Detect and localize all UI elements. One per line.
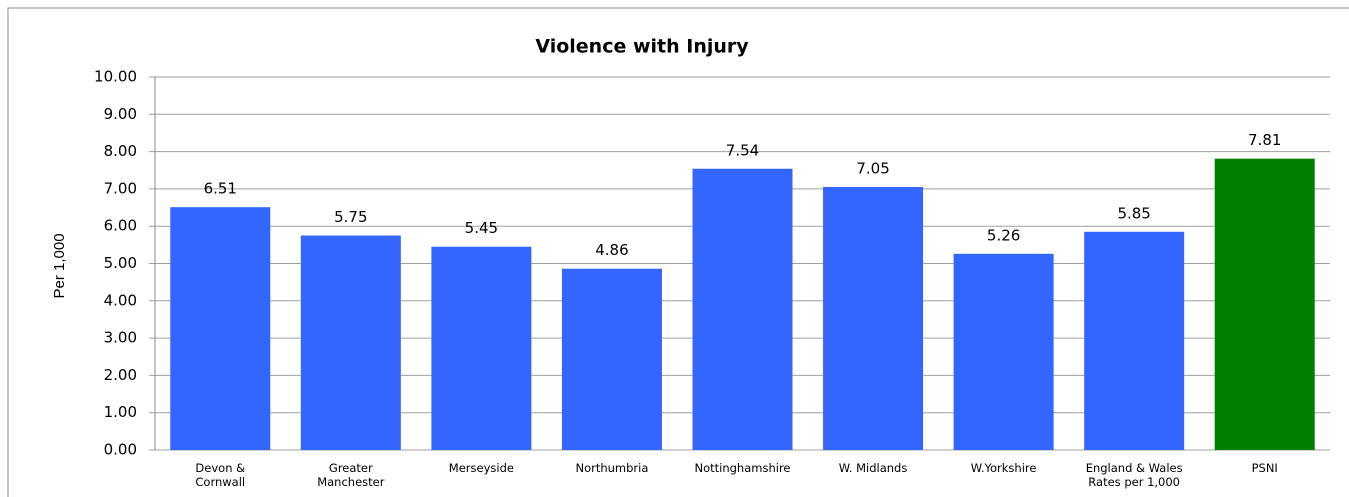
data-label: 5.85 xyxy=(1117,204,1150,222)
data-label: 7.81 xyxy=(1248,131,1281,149)
y-tick-label: 8.00 xyxy=(104,142,137,160)
y-tick-label: 0.00 xyxy=(104,441,137,459)
x-tick-label: Northumbria xyxy=(575,461,649,475)
data-label: 4.86 xyxy=(595,241,628,259)
y-tick-label: 9.00 xyxy=(104,105,137,123)
y-tick-label: 7.00 xyxy=(104,179,137,197)
chart-title: Violence with Injury xyxy=(535,36,749,58)
x-tick-label: W.Yorkshire xyxy=(970,461,1037,475)
data-label: 5.26 xyxy=(987,226,1020,244)
data-label: 5.45 xyxy=(465,219,498,237)
bar xyxy=(953,253,1054,450)
y-tick-label: 10.00 xyxy=(94,68,137,86)
y-axis-label: Per 1,000 xyxy=(51,233,68,298)
x-tick-label: Nottinghamshire xyxy=(694,461,791,475)
y-tick-label: 3.00 xyxy=(104,329,137,347)
y-tick-label: 4.00 xyxy=(104,291,137,309)
data-label: 5.75 xyxy=(334,208,367,226)
bar xyxy=(561,268,662,450)
y-tick-label: 1.00 xyxy=(104,403,137,421)
bar xyxy=(692,168,793,450)
x-tick-label: Greater Manchester xyxy=(317,461,385,489)
data-label: 6.51 xyxy=(204,180,237,198)
data-label: 7.05 xyxy=(856,160,889,178)
x-tick-label: W. Midlands xyxy=(838,461,908,475)
chart-border xyxy=(7,7,1349,497)
x-tick-label: PSNI xyxy=(1251,461,1278,475)
y-tick-label: 6.00 xyxy=(104,217,137,235)
bar xyxy=(1214,158,1315,450)
bar xyxy=(431,246,532,450)
bar xyxy=(1084,231,1185,450)
y-tick-label: 5.00 xyxy=(104,254,137,272)
bar xyxy=(300,235,401,450)
bar xyxy=(170,207,271,450)
x-tick-label: Merseyside xyxy=(448,461,514,475)
x-tick-label: Devon & Cornwall xyxy=(195,461,246,489)
x-tick-label: England & Wales Rates per 1,000 xyxy=(1085,461,1183,489)
data-label: 7.54 xyxy=(726,141,759,159)
y-tick-label: 2.00 xyxy=(104,366,137,384)
bar xyxy=(823,187,924,450)
